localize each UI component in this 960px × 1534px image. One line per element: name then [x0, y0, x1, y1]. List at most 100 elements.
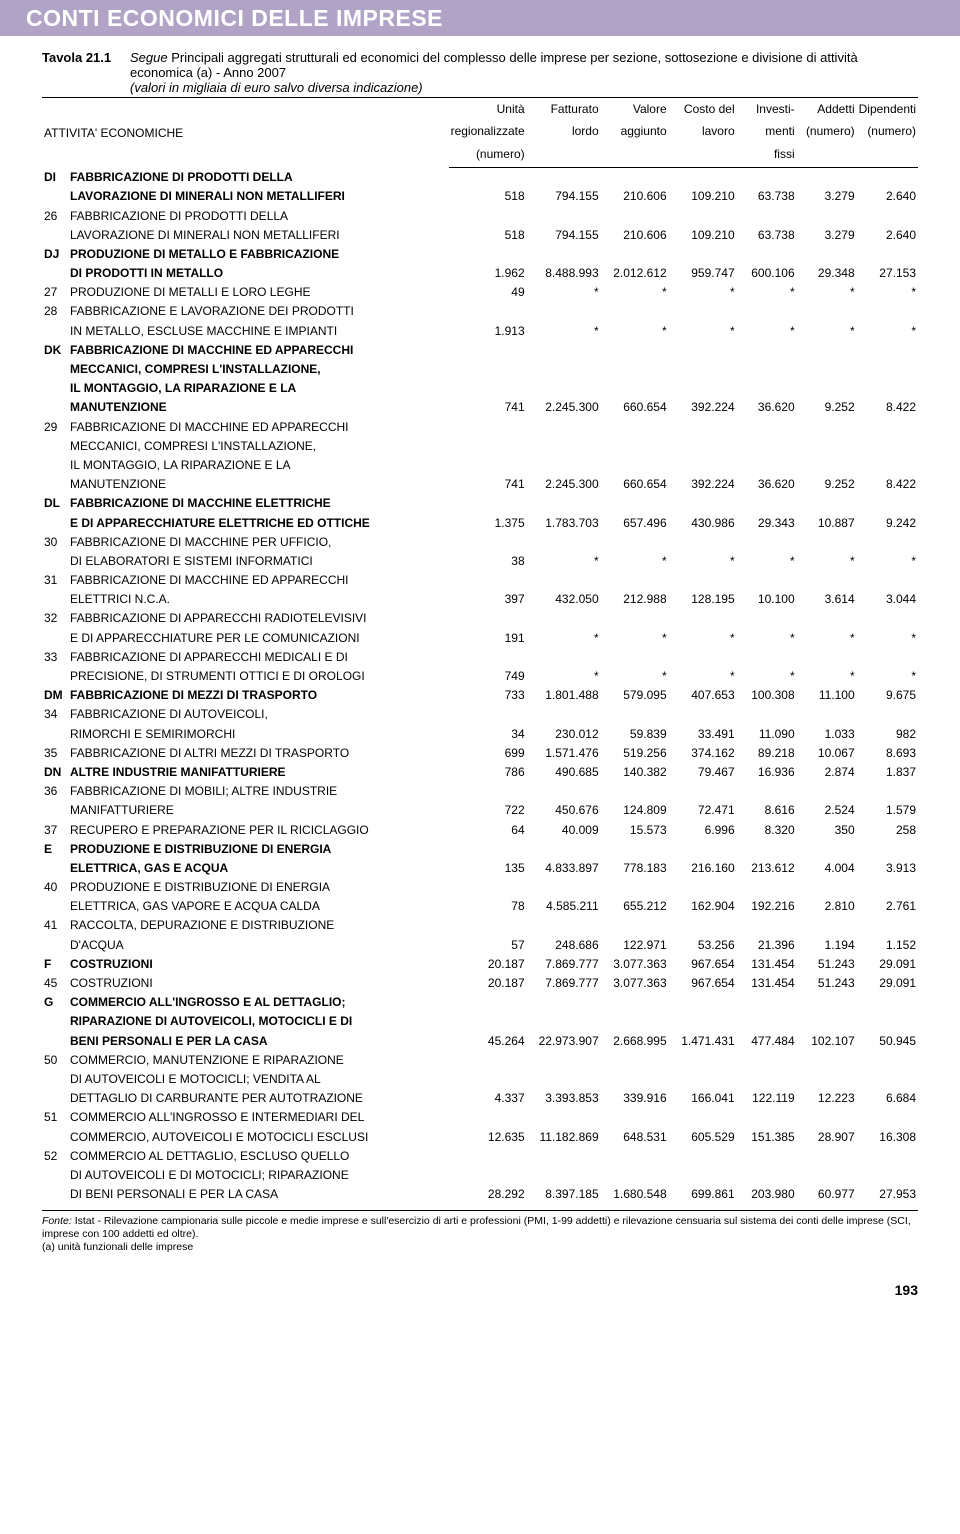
table-row: IL MONTAGGIO, LA RIPARAZIONE E LA	[42, 455, 918, 474]
row-value: 29.343	[737, 513, 797, 532]
row-value: 967.654	[669, 954, 737, 973]
table-row: 41RACCOLTA, DEPURAZIONE E DISTRIBUZIONE	[42, 916, 918, 935]
row-value: 122.971	[601, 935, 669, 954]
row-label: IN METALLO, ESCLUSE MACCHINE E IMPIANTI	[68, 321, 449, 340]
row-value	[601, 436, 669, 455]
row-value: 131.454	[737, 954, 797, 973]
row-label: FABBRICAZIONE DI APPARECCHI MEDICALI E D…	[68, 647, 449, 666]
row-value: 33.491	[669, 724, 737, 743]
row-label: IL MONTAGGIO, LA RIPARAZIONE E LA	[68, 379, 449, 398]
table-row: 26FABBRICAZIONE DI PRODOTTI DELLA	[42, 206, 918, 225]
row-label: PRODUZIONE E DISTRIBUZIONE DI ENERGIA	[68, 839, 449, 858]
row-value: 109.210	[669, 225, 737, 244]
table-row: 29FABBRICAZIONE DI MACCHINE ED APPARECCH…	[42, 417, 918, 436]
table-row: 36FABBRICAZIONE DI MOBILI; ALTRE INDUSTR…	[42, 782, 918, 801]
row-value	[669, 360, 737, 379]
row-label: ELETTRICI N.C.A.	[68, 590, 449, 609]
row-value	[737, 340, 797, 359]
row-code: 34	[42, 705, 68, 724]
row-value: 786	[449, 762, 527, 781]
row-label: IL MONTAGGIO, LA RIPARAZIONE E LA	[68, 455, 449, 474]
row-code	[42, 935, 68, 954]
row-code	[42, 475, 68, 494]
row-value	[797, 609, 857, 628]
row-value	[449, 168, 527, 187]
row-value: 12.635	[449, 1127, 527, 1146]
row-value	[669, 340, 737, 359]
row-value	[601, 379, 669, 398]
row-value: 213.612	[737, 858, 797, 877]
row-code: 50	[42, 1050, 68, 1069]
row-label: DETTAGLIO DI CARBURANTE PER AUTOTRAZIONE	[68, 1089, 449, 1108]
row-value	[601, 1165, 669, 1184]
row-value	[449, 244, 527, 263]
row-value	[669, 244, 737, 263]
row-value	[669, 609, 737, 628]
row-code	[42, 455, 68, 474]
row-label: PRODUZIONE DI METALLI E LORO LEGHE	[68, 283, 449, 302]
row-value	[669, 916, 737, 935]
row-value	[527, 993, 601, 1012]
row-label: COMMERCIO AL DETTAGLIO, ESCLUSO QUELLO	[68, 1146, 449, 1165]
table-row: DMFABBRICAZIONE DI MEZZI DI TRASPORTO733…	[42, 686, 918, 705]
row-label: RIMORCHI E SEMIRIMORCHI	[68, 724, 449, 743]
row-value	[797, 1108, 857, 1127]
row-value: 519.256	[601, 743, 669, 762]
row-value: 12.223	[797, 1089, 857, 1108]
table-row: GCOMMERCIO ALL'INGROSSO E AL DETTAGLIO;	[42, 993, 918, 1012]
row-value	[797, 417, 857, 436]
row-code: 35	[42, 743, 68, 762]
row-value: 57	[449, 935, 527, 954]
row-value: *	[797, 551, 857, 570]
row-value: 140.382	[601, 762, 669, 781]
table-row: DLFABBRICAZIONE DI MACCHINE ELETTRICHE	[42, 494, 918, 513]
row-label: LAVORAZIONE DI MINERALI NON METALLIFERI	[68, 225, 449, 244]
row-value	[737, 993, 797, 1012]
row-label: RACCOLTA, DEPURAZIONE E DISTRIBUZIONE	[68, 916, 449, 935]
table-row: BENI PERSONALI E PER LA CASA45.26422.973…	[42, 1031, 918, 1050]
row-value: 20.187	[449, 954, 527, 973]
row-value: 53.256	[669, 935, 737, 954]
row-label: FABBRICAZIONE DI MACCHINE ED APPARECCHI	[68, 340, 449, 359]
row-label: PRECISIONE, DI STRUMENTI OTTICI E DI ORO…	[68, 667, 449, 686]
col-fatt-l2: lordo	[527, 120, 601, 142]
table-row: MECCANICI, COMPRESI L'INSTALLAZIONE,	[42, 360, 918, 379]
row-label: DI AUTOVEICOLI E MOTOCICLI; VENDITA AL	[68, 1069, 449, 1088]
row-value	[601, 302, 669, 321]
row-code: DN	[42, 762, 68, 781]
row-label: MANIFATTURIERE	[68, 801, 449, 820]
row-value: 794.155	[527, 225, 601, 244]
row-label: MECCANICI, COMPRESI L'INSTALLAZIONE,	[68, 360, 449, 379]
row-value	[601, 647, 669, 666]
row-value	[601, 340, 669, 359]
row-label: FABBRICAZIONE DI AUTOVEICOLI,	[68, 705, 449, 724]
row-code: 27	[42, 283, 68, 302]
col-invest-l3: fissi	[737, 143, 797, 168]
row-value	[669, 379, 737, 398]
row-value: *	[527, 551, 601, 570]
row-value	[527, 839, 601, 858]
row-value: 2.640	[857, 225, 918, 244]
row-value: 4.833.897	[527, 858, 601, 877]
row-code: 37	[42, 820, 68, 839]
row-label: FABBRICAZIONE DI MACCHINE PER UFFICIO,	[68, 532, 449, 551]
row-code: 26	[42, 206, 68, 225]
row-value: 2.810	[797, 897, 857, 916]
row-value	[857, 1012, 918, 1031]
row-value: 1.913	[449, 321, 527, 340]
row-value	[797, 436, 857, 455]
row-value: 2.245.300	[527, 398, 601, 417]
table-row: DNALTRE INDUSTRIE MANIFATTURIERE786490.6…	[42, 762, 918, 781]
col-addetti-l1: Addetti	[797, 98, 857, 121]
row-value: *	[857, 551, 918, 570]
row-value	[797, 494, 857, 513]
row-value	[669, 1050, 737, 1069]
fonte-text: Istat - Rilevazione campionaria sulle pi…	[42, 1215, 911, 1240]
row-value	[797, 1050, 857, 1069]
row-code: F	[42, 954, 68, 973]
row-value: 959.747	[669, 264, 737, 283]
row-value: 8.397.185	[527, 1185, 601, 1204]
row-value: 749	[449, 667, 527, 686]
row-value	[857, 1050, 918, 1069]
row-value	[669, 436, 737, 455]
